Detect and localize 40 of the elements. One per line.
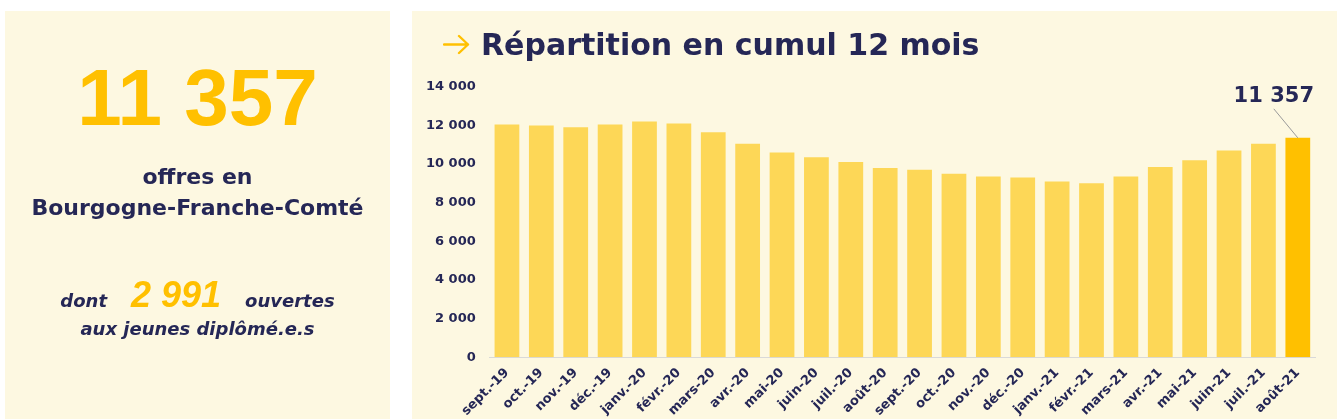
data-label: 11 357 (1233, 82, 1314, 107)
bar (907, 169, 932, 358)
bar (769, 152, 795, 358)
text: offres en Bourgogne-Franche-Comté (31, 164, 364, 220)
y-tick-label: 14 000 (425, 78, 476, 94)
y-tick-label: 12 000 (425, 116, 476, 132)
bar (1182, 160, 1208, 358)
text: aux jeunes diplômé.e.s (80, 318, 315, 339)
bar (1079, 183, 1104, 358)
bar (563, 127, 589, 358)
bar (494, 124, 520, 358)
y-tick-label: 8 000 (435, 194, 476, 210)
bar (632, 121, 657, 358)
text: ouvertes (245, 290, 335, 311)
bar (1044, 181, 1070, 358)
bar (804, 157, 829, 358)
bar (700, 132, 726, 358)
text: dont (60, 290, 108, 311)
y-tick-label: 0 (466, 348, 476, 364)
bar (1147, 166, 1173, 358)
bar (975, 176, 1001, 358)
bar (1216, 150, 1242, 358)
bar (1113, 176, 1139, 358)
bar (528, 125, 554, 358)
bar (666, 123, 692, 358)
bar (1285, 137, 1311, 358)
bar (872, 167, 898, 358)
y-tick-label: 4 000 (435, 271, 476, 287)
text: 11 357 (77, 53, 318, 142)
bar (597, 124, 623, 358)
chart-title: Répartition en cumul 12 mois (481, 27, 980, 62)
y-tick-label: 2 000 (435, 309, 476, 325)
bar (941, 173, 967, 358)
bar (838, 162, 864, 358)
text: 2 991 (131, 274, 222, 316)
y-tick-label: 6 000 (435, 232, 476, 248)
bar (1010, 177, 1036, 358)
bar (1251, 143, 1276, 358)
bar (735, 143, 761, 358)
y-tick-label: 10 000 (425, 155, 476, 171)
